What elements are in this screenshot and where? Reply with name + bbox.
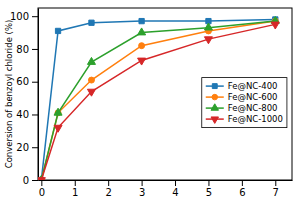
marker xyxy=(138,28,146,35)
tick-label: 4 xyxy=(172,187,178,198)
marker xyxy=(54,125,62,132)
tick-mark xyxy=(175,180,176,186)
tick-mark xyxy=(32,114,38,115)
tick-label: 60 xyxy=(16,76,29,87)
tick-mark xyxy=(208,180,209,186)
marker xyxy=(138,58,146,65)
tick: 2 xyxy=(105,180,111,198)
marker xyxy=(139,43,145,49)
tick: 100 xyxy=(10,11,38,22)
legend-item: Fe@NC-400 xyxy=(206,81,278,91)
legend-marker xyxy=(211,117,218,123)
legend-label: Fe@NC-800 xyxy=(228,103,278,113)
tick-mark xyxy=(242,180,243,186)
plot-frame xyxy=(38,8,292,180)
tick: 40 xyxy=(16,109,38,120)
marker xyxy=(54,108,62,115)
tick: 0 xyxy=(23,175,38,186)
legend-box xyxy=(202,78,287,128)
tick-mark xyxy=(142,180,143,186)
y-axis: 0 20 40 60 80 100 xyxy=(10,9,39,186)
marker xyxy=(89,20,94,25)
legend-marker xyxy=(212,84,217,89)
x-axis: 0 1 2 3 4 5 6 7 xyxy=(39,180,293,198)
tick: 80 xyxy=(16,44,38,55)
chart: 0 1 2 3 4 5 6 7 0 20 40 60 80 100Conversion of benzoy… xyxy=(0,0,300,200)
tick: 60 xyxy=(16,76,38,87)
tick: 5 xyxy=(206,180,212,198)
tick: 0 xyxy=(39,180,45,198)
marker xyxy=(38,178,45,180)
tick-label: 3 xyxy=(139,187,145,198)
tick-label: 7 xyxy=(273,187,279,198)
legend-marker xyxy=(212,94,218,100)
marker xyxy=(271,22,279,29)
tick-label: 5 xyxy=(206,187,212,198)
tick-label: 0 xyxy=(39,187,45,198)
marker xyxy=(88,77,94,83)
marker xyxy=(139,18,144,23)
marker xyxy=(204,37,212,44)
legend: Fe@NC-400Fe@NC-600Fe@NC-800Fe@NC-1000 xyxy=(202,78,287,128)
tick-mark xyxy=(275,180,276,186)
tick-label: 80 xyxy=(16,44,29,55)
tick-mark xyxy=(108,180,109,186)
tick-label: 2 xyxy=(105,187,111,198)
tick-mark xyxy=(41,180,42,186)
tick-label: 40 xyxy=(16,109,29,120)
tick-mark xyxy=(75,180,76,186)
marker xyxy=(204,23,212,30)
legend-item: Fe@NC-800 xyxy=(206,103,278,113)
tick-label: 1 xyxy=(72,187,78,198)
tick-label: 6 xyxy=(239,187,245,198)
legend-label: Fe@NC-1000 xyxy=(228,114,283,124)
marker xyxy=(55,28,60,33)
legend-label: Fe@NC-400 xyxy=(228,81,278,91)
tick-mark xyxy=(32,147,38,148)
tick: 4 xyxy=(172,180,178,198)
tick-mark xyxy=(32,16,38,17)
tick-mark xyxy=(32,180,38,181)
legend-item: Fe@NC-600 xyxy=(206,92,278,102)
tick-mark xyxy=(32,49,38,50)
legend-marker xyxy=(211,104,218,110)
tick: 1 xyxy=(72,180,78,198)
plot-area xyxy=(38,16,279,180)
marker xyxy=(87,89,95,96)
tick: 20 xyxy=(16,142,38,153)
tick-label: 20 xyxy=(16,142,29,153)
legend-label: Fe@NC-600 xyxy=(228,92,278,102)
legend-item: Fe@NC-1000 xyxy=(206,114,283,124)
tick: 3 xyxy=(139,180,145,198)
tick: 6 xyxy=(239,180,245,198)
tick-label: 0 xyxy=(23,175,29,186)
y-axis-title: Conversion of benzoyl chloride (%) xyxy=(4,20,14,169)
tick-mark xyxy=(32,82,38,83)
marker xyxy=(87,57,95,64)
tick: 7 xyxy=(273,180,279,198)
